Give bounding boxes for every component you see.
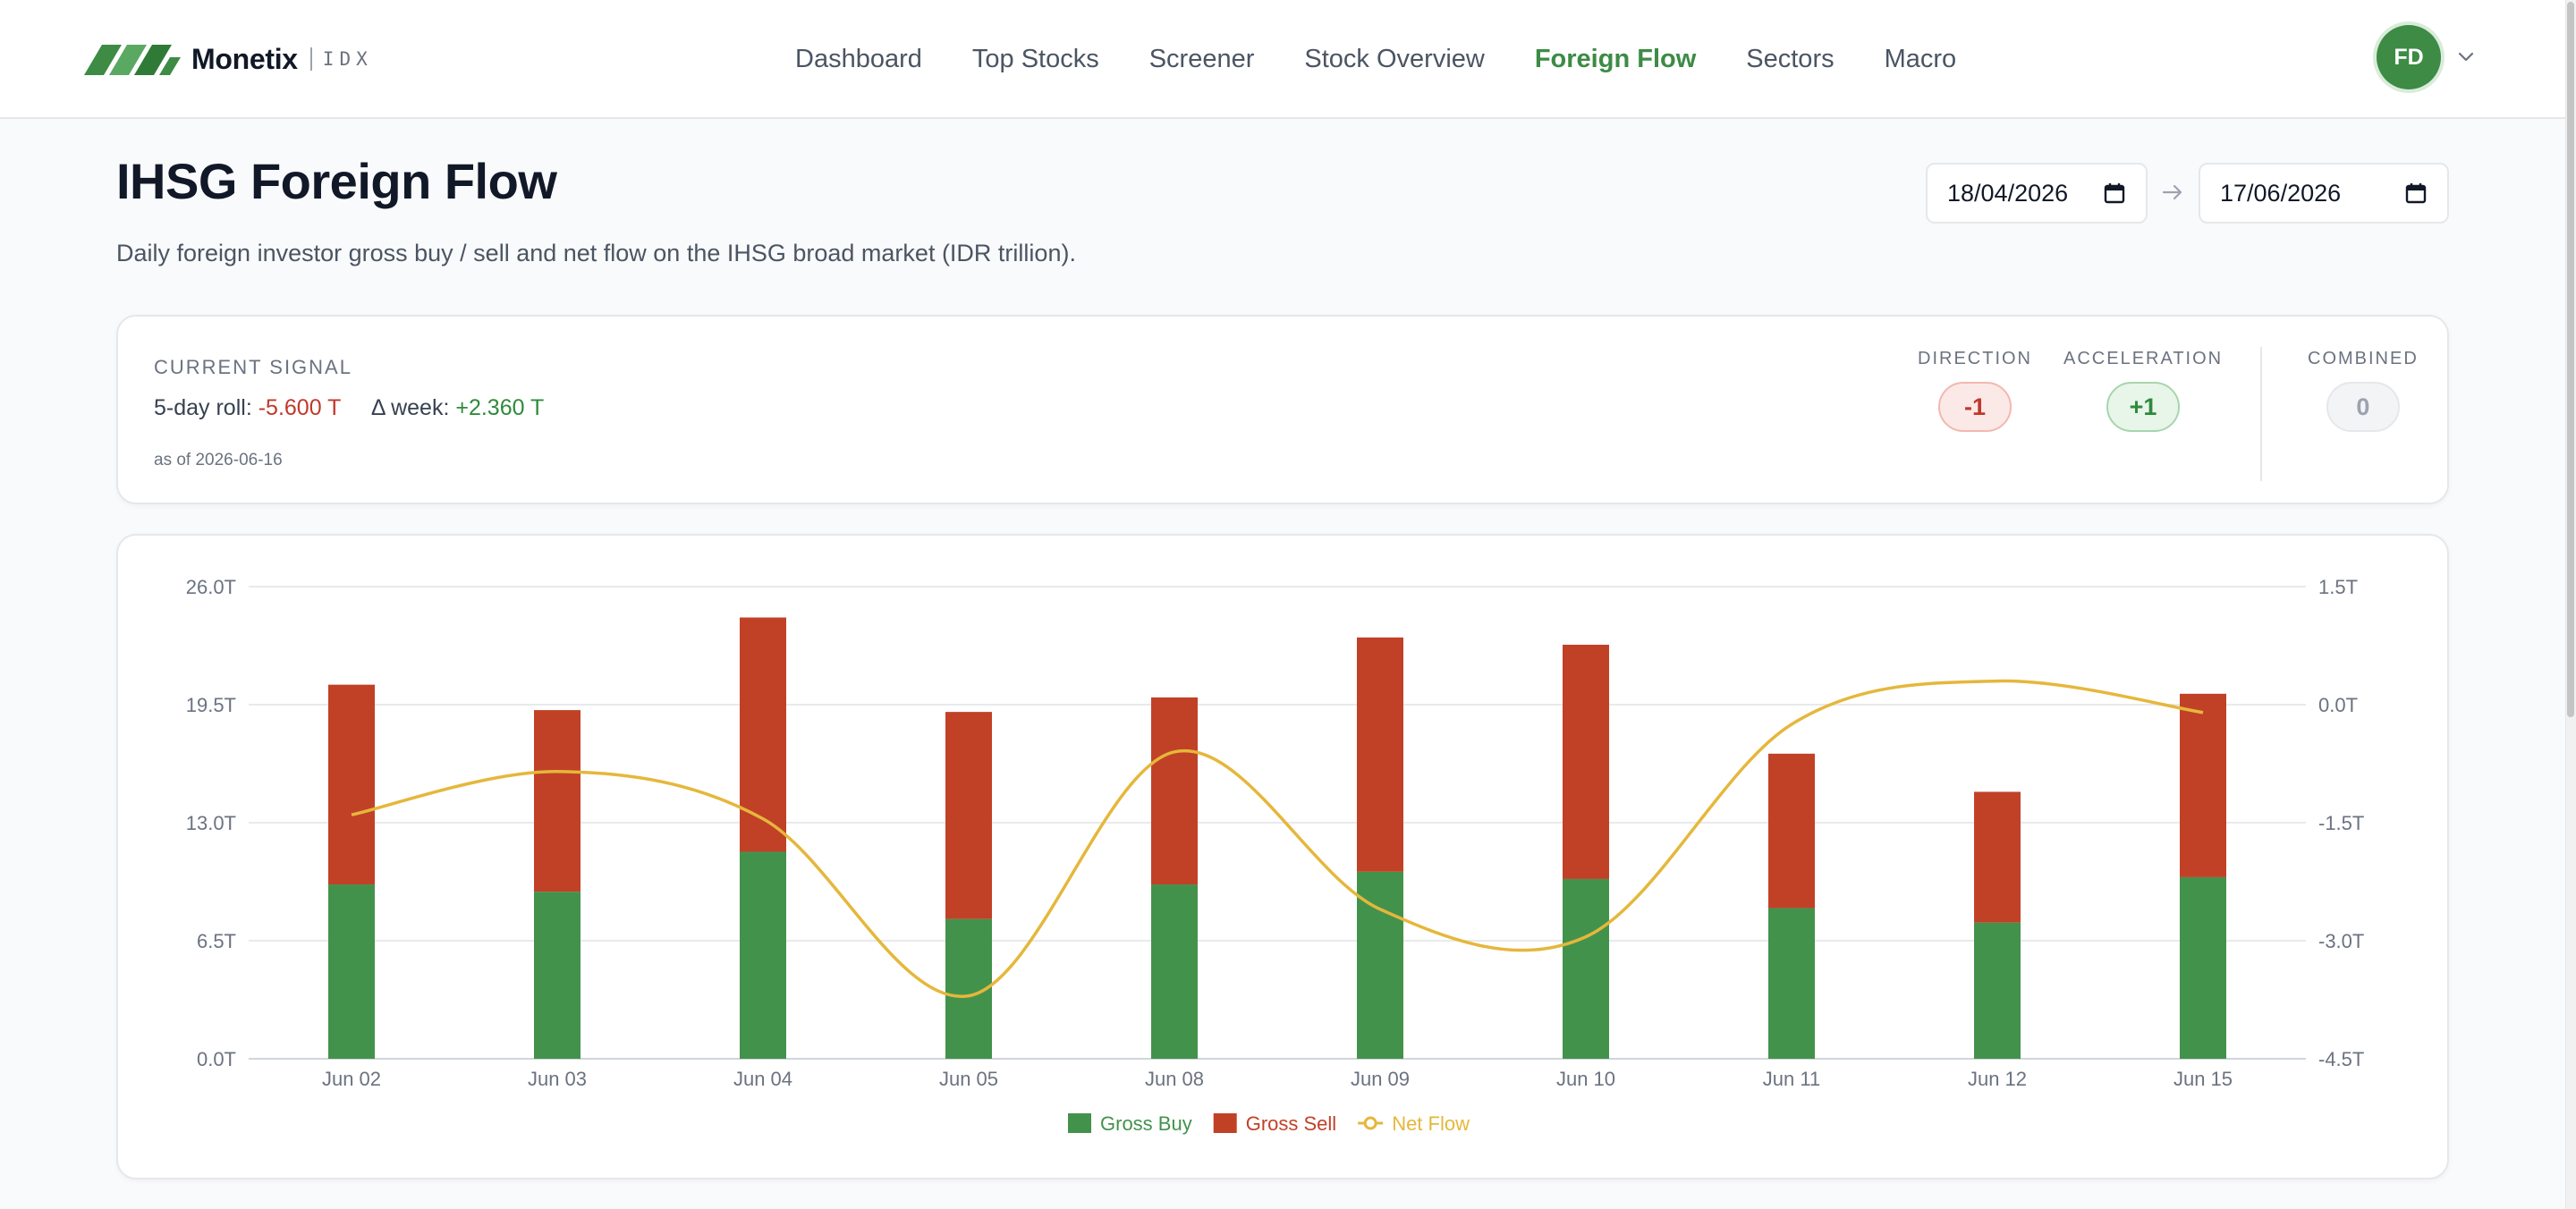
user-menu[interactable]: FD <box>2377 25 2479 89</box>
direction-metric: DIRECTION -1 <box>1918 349 2032 432</box>
gross-sell-bar[interactable] <box>1768 753 1815 909</box>
nav-item-stock-overview[interactable]: Stock Overview <box>1304 44 1485 73</box>
gross-sell-bar[interactable] <box>1357 637 1403 872</box>
x-tick-label: Jun 09 <box>1351 1068 1410 1090</box>
chevron-down-icon[interactable] <box>2453 45 2479 70</box>
gross-sell-bar[interactable] <box>1974 791 2021 923</box>
x-tick-label: Jun 05 <box>939 1068 998 1090</box>
gross-sell-bar[interactable] <box>945 712 992 919</box>
nav-item-dashboard[interactable]: Dashboard <box>795 44 922 73</box>
week-label: Δ week: <box>370 395 450 420</box>
gross-sell-bar[interactable] <box>534 710 580 892</box>
x-tick-label: Jun 15 <box>2174 1068 2233 1090</box>
gross-buy-bar[interactable] <box>1974 922 2021 1059</box>
nav-item-screener[interactable]: Screener <box>1148 44 1255 73</box>
gross-sell-bar[interactable] <box>740 617 786 852</box>
date-from-value: 18/04/2026 <box>1947 179 2069 207</box>
legend-gross-buy-label[interactable]: Gross Buy <box>1100 1112 1192 1135</box>
x-tick-label: Jun 03 <box>528 1068 587 1090</box>
week-value: +2.360 T <box>455 395 545 420</box>
x-tick-label: Jun 08 <box>1145 1068 1204 1090</box>
gross-buy-bar[interactable] <box>534 892 580 1059</box>
x-tick-label: Jun 02 <box>322 1068 381 1090</box>
calendar-icon[interactable] <box>2404 182 2428 205</box>
y-right-tick-label: 1.5T <box>2318 576 2358 598</box>
gross-buy-bar[interactable] <box>740 851 786 1059</box>
avatar[interactable]: FD <box>2377 25 2441 89</box>
top-navbar: Monetix IDX Dashboard Top Stocks Screene… <box>0 0 2565 119</box>
y-right-tick-label: -4.5T <box>2318 1048 2364 1070</box>
roll-value: -5.600 T <box>258 395 341 420</box>
brand-divider <box>309 47 312 71</box>
metric-divider <box>2260 347 2262 481</box>
foreign-flow-chart[interactable]: 0.0T 6.5T 13.0T 19.5T 26.0T -4.5T -3.0T -1.5T 0.… <box>118 536 2447 1178</box>
signal-summary: 5-day roll: -5.600 T Δ week: +2.360 T <box>154 395 544 421</box>
acceleration-badge: +1 <box>2106 382 2181 432</box>
combined-label: COMBINED <box>2308 349 2419 368</box>
y-left-tick-label: 0.0T <box>197 1048 236 1070</box>
gross-sell-bar[interactable] <box>1151 697 1198 885</box>
roll-label: 5-day roll: <box>154 395 252 420</box>
monetix-logo-icon <box>84 45 181 75</box>
date-to-input[interactable]: 17/06/2026 <box>2199 163 2449 224</box>
x-tick-label: Jun 04 <box>733 1068 792 1090</box>
y-left-tick-label: 13.0T <box>186 812 236 834</box>
combined-metric: COMBINED 0 <box>2308 349 2419 432</box>
brand-subtitle: IDX <box>322 48 373 70</box>
x-tick-label: Jun 12 <box>1968 1068 2027 1090</box>
gross-buy-bar[interactable] <box>328 884 375 1059</box>
nav-item-top-stocks[interactable]: Top Stocks <box>971 44 1099 73</box>
nav-item-foreign-flow[interactable]: Foreign Flow <box>1534 44 1697 73</box>
brand-name: Monetix <box>191 42 298 75</box>
signal-card: CURRENT SIGNAL 5-day roll: -5.600 T Δ we… <box>116 315 2449 504</box>
signal-label: CURRENT SIGNAL <box>154 356 352 378</box>
direction-badge: -1 <box>1938 382 2012 432</box>
net-flow-line[interactable] <box>351 679 2204 998</box>
y-right-tick-label: 0.0T <box>2318 694 2358 716</box>
legend-net-flow-label[interactable]: Net Flow <box>1392 1112 1470 1135</box>
y-right-tick-label: -3.0T <box>2318 930 2364 952</box>
nav-item-sectors[interactable]: Sectors <box>1746 44 1835 73</box>
y-left-tick-label: 6.5T <box>197 930 236 952</box>
y-left-tick-label: 26.0T <box>186 576 236 598</box>
page-scrollbar[interactable] <box>2565 0 2576 1209</box>
legend-gross-buy-swatch[interactable] <box>1068 1113 1091 1133</box>
gross-buy-bar[interactable] <box>2180 876 2226 1059</box>
y-right-tick-label: -1.5T <box>2318 812 2364 834</box>
legend-gross-sell-label[interactable]: Gross Sell <box>1246 1112 1336 1135</box>
gross-sell-bar[interactable] <box>2180 693 2226 877</box>
x-tick-label: Jun 10 <box>1556 1068 1615 1090</box>
foreign-flow-chart-card: 0.0T 6.5T 13.0T 19.5T 26.0T -4.5T -3.0T -1.5T 0.… <box>116 534 2449 1179</box>
gross-buy-bar[interactable] <box>1768 908 1815 1059</box>
scrollbar-thumb[interactable] <box>2567 2 2574 717</box>
gross-buy-bar[interactable] <box>1151 884 1198 1059</box>
date-from-input[interactable]: 18/04/2026 <box>1926 163 2148 224</box>
gross-buy-bar[interactable] <box>1357 871 1403 1059</box>
signal-as-of: as of 2026-06-16 <box>154 451 283 469</box>
acceleration-metric: ACCELERATION +1 <box>2063 349 2223 432</box>
acceleration-label: ACCELERATION <box>2063 349 2224 368</box>
gross-sell-bar[interactable] <box>1563 644 1609 879</box>
arrow-right-icon <box>2162 184 2182 200</box>
date-to-value: 17/06/2026 <box>2220 179 2342 207</box>
legend-gross-sell-swatch[interactable] <box>1213 1113 1237 1133</box>
gross-buy-bar[interactable] <box>1563 878 1609 1059</box>
calendar-icon[interactable] <box>2103 182 2126 205</box>
page-title: IHSG Foreign Flow <box>116 153 557 209</box>
legend-net-flow-marker <box>1363 1116 1377 1130</box>
main-nav: Dashboard Top Stocks Screener Stock Over… <box>795 39 2006 79</box>
page-subtitle: Daily foreign investor gross buy / sell … <box>116 240 1076 266</box>
nav-item-macro[interactable]: Macro <box>1884 44 1957 73</box>
combined-badge: 0 <box>2326 382 2400 432</box>
direction-label: DIRECTION <box>1918 349 2032 368</box>
x-tick-label: Jun 11 <box>1763 1068 1820 1090</box>
y-left-tick-label: 19.5T <box>186 694 236 716</box>
brand-logo[interactable]: Monetix IDX <box>82 39 373 79</box>
gross-sell-bar[interactable] <box>328 684 375 885</box>
